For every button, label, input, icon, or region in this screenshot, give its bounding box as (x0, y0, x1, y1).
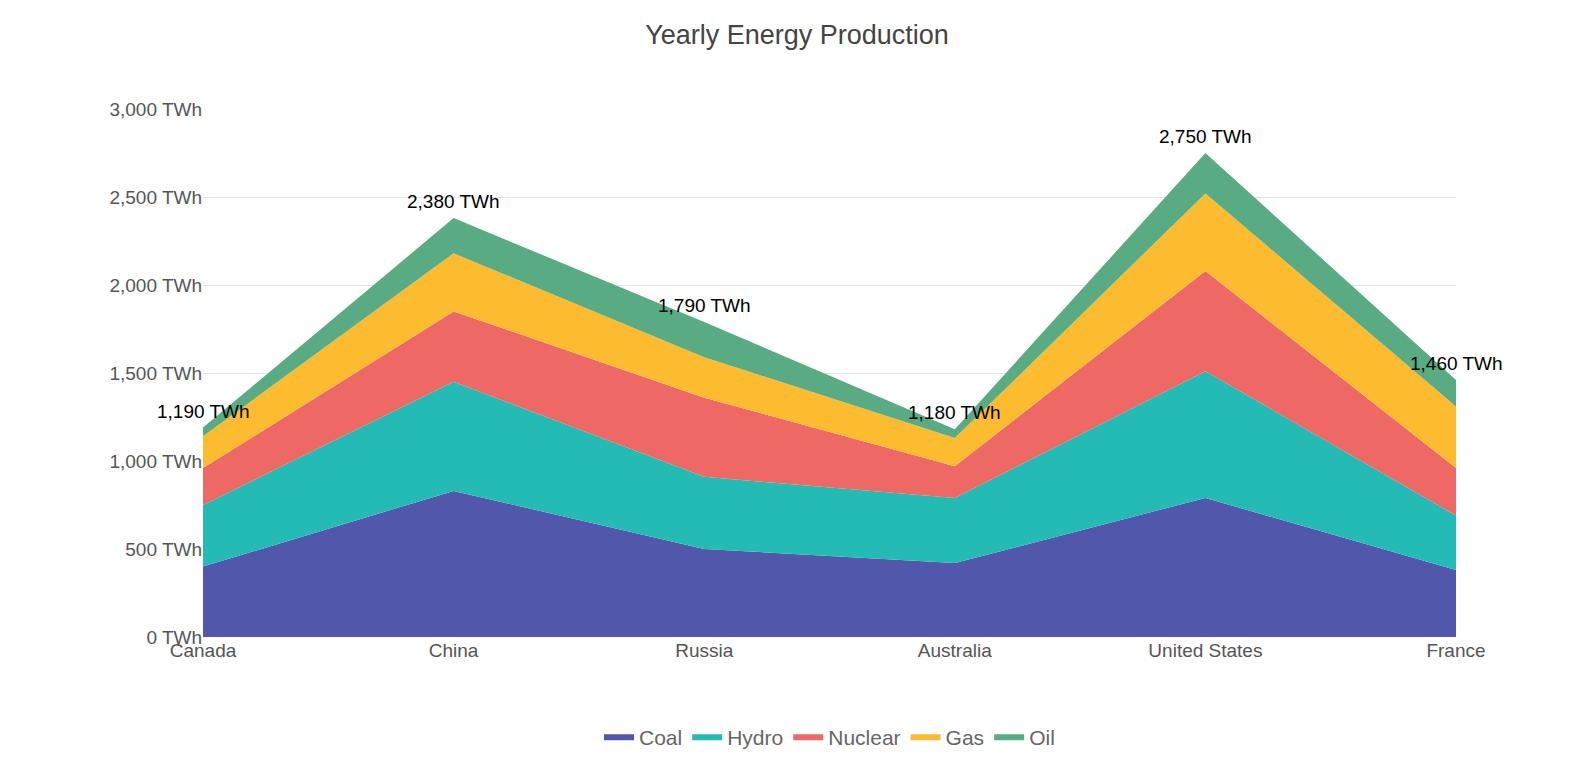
svg-text:2,750 TWh: 2,750 TWh (1159, 126, 1252, 147)
svg-text:1,460 TWh: 1,460 TWh (1410, 353, 1503, 374)
svg-text:Russia: Russia (675, 640, 734, 661)
svg-text:3,000 TWh: 3,000 TWh (109, 99, 202, 120)
svg-text:1,190 TWh: 1,190 TWh (157, 401, 250, 422)
svg-text:Coal: Coal (639, 726, 682, 749)
svg-text:Nuclear: Nuclear (828, 726, 900, 749)
svg-text:1,000 TWh: 1,000 TWh (109, 451, 202, 472)
svg-text:1,500 TWh: 1,500 TWh (109, 363, 202, 384)
svg-text:Hydro: Hydro (727, 726, 783, 749)
svg-text:United States: United States (1148, 640, 1262, 661)
svg-text:2,000 TWh: 2,000 TWh (109, 275, 202, 296)
svg-text:2,500 TWh: 2,500 TWh (109, 187, 202, 208)
svg-text:Yearly Energy Production: Yearly Energy Production (645, 20, 949, 50)
svg-text:Australia: Australia (918, 640, 992, 661)
svg-text:Canada: Canada (170, 640, 237, 661)
svg-text:1,180 TWh: 1,180 TWh (908, 402, 1001, 423)
svg-text:2,380 TWh: 2,380 TWh (407, 191, 500, 212)
svg-text:Oil: Oil (1029, 726, 1055, 749)
svg-text:Gas: Gas (946, 726, 985, 749)
svg-text:0 TWh: 0 TWh (146, 627, 202, 648)
svg-text:China: China (429, 640, 479, 661)
svg-text:France: France (1426, 640, 1485, 661)
svg-text:1,790 TWh: 1,790 TWh (658, 295, 751, 316)
svg-text:500 TWh: 500 TWh (125, 539, 202, 560)
